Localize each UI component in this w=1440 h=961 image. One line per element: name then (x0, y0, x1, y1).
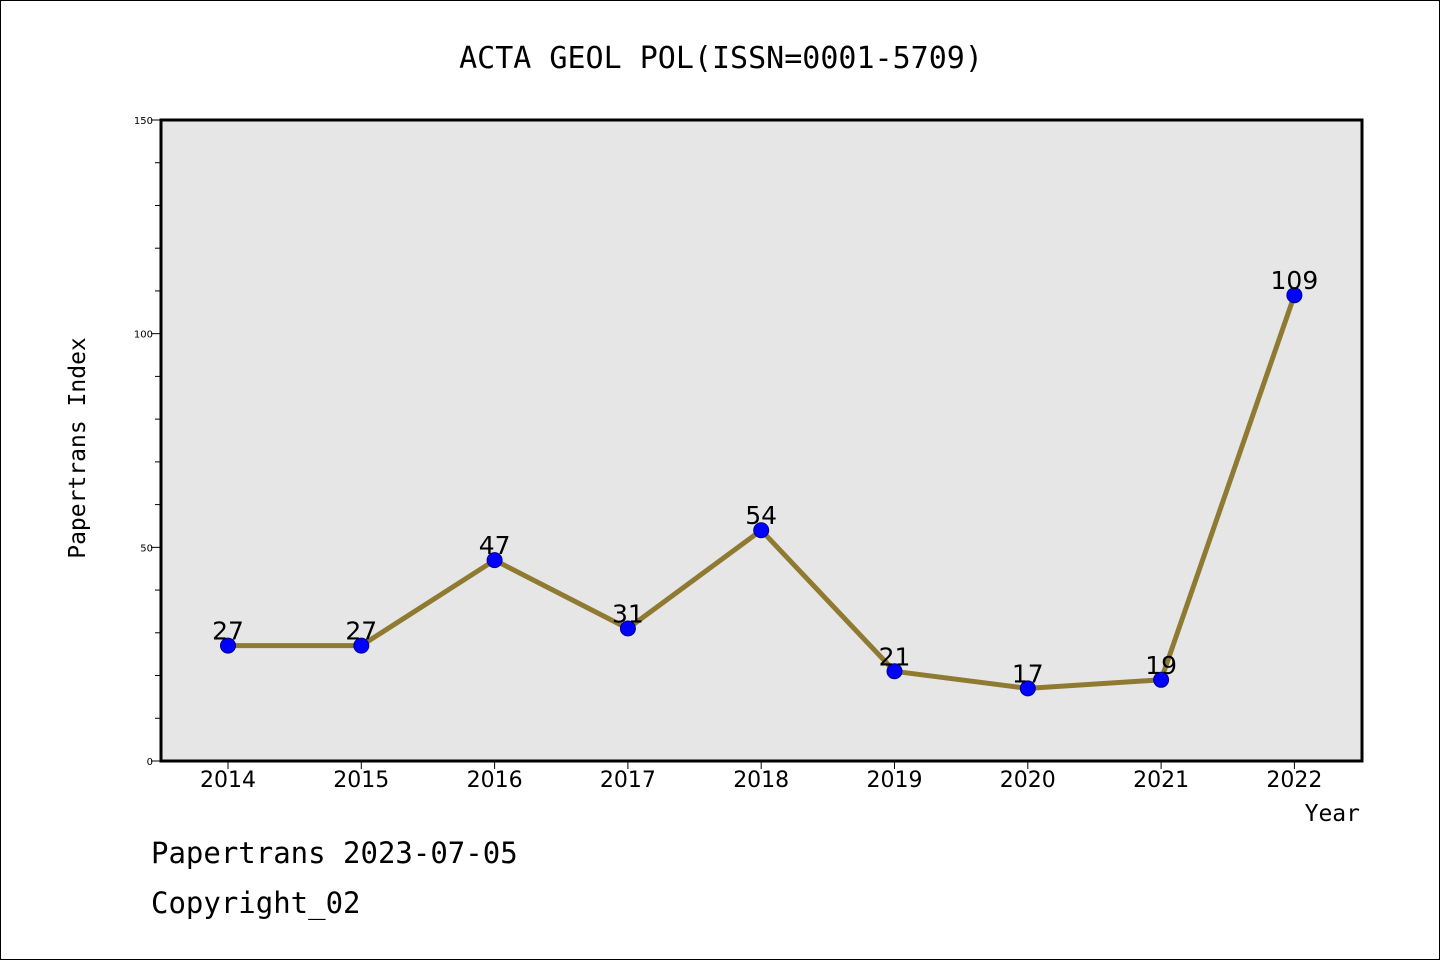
data-labels: 27 27 47 31 54 21 17 19 109 (212, 266, 1318, 688)
data-label: 54 (745, 501, 777, 530)
data-point (220, 637, 236, 654)
chart-title: ACTA GEOL POL(ISSN=0001-5709) (459, 41, 983, 76)
data-point (753, 522, 770, 539)
y-tick-label: 100 (134, 330, 153, 341)
x-tick-label: 2016 (467, 768, 523, 793)
y-tick-label: 150 (134, 116, 153, 127)
data-point (1019, 680, 1036, 697)
data-label: 47 (479, 531, 511, 560)
x-tick-label: 2017 (600, 768, 656, 793)
y-tick-label: 0 (147, 757, 153, 768)
data-point (1153, 671, 1170, 688)
data-points (220, 287, 1303, 697)
x-tick-label: 2020 (1000, 768, 1056, 793)
data-label: 27 (212, 617, 244, 646)
data-label: 19 (1145, 651, 1177, 680)
data-label: 109 (1271, 266, 1319, 295)
data-label: 21 (879, 642, 911, 671)
data-point (353, 637, 370, 654)
data-label: 31 (612, 600, 644, 629)
x-axis-label: Year (1305, 801, 1360, 827)
data-label: 17 (1012, 659, 1044, 688)
x-tick-label: 2014 (200, 768, 256, 793)
y-tick-label: 50 (140, 543, 153, 554)
plot-area (161, 120, 1362, 761)
y-axis-ticks: 0 50 100 150 (134, 116, 161, 768)
plot-border (159, 118, 1364, 763)
data-label: 27 (345, 617, 377, 646)
x-axis-ticks: 2014 2015 2016 2017 2018 2019 2020 2021 2022 (200, 761, 1322, 793)
footer-date-line: Papertrans 2023-07-05 (151, 836, 518, 870)
x-tick-label: 2022 (1266, 768, 1322, 793)
data-point (619, 620, 636, 637)
data-point (1286, 287, 1303, 304)
y-axis-label: Papertrans Index (65, 337, 91, 559)
data-point (886, 663, 903, 680)
x-tick-label: 2019 (867, 768, 923, 793)
x-tick-label: 2015 (333, 768, 389, 793)
data-point (486, 552, 503, 569)
footer-copyright-line: Copyright_02 (151, 886, 361, 920)
x-tick-label: 2021 (1133, 768, 1189, 793)
x-tick-label: 2018 (733, 768, 789, 793)
